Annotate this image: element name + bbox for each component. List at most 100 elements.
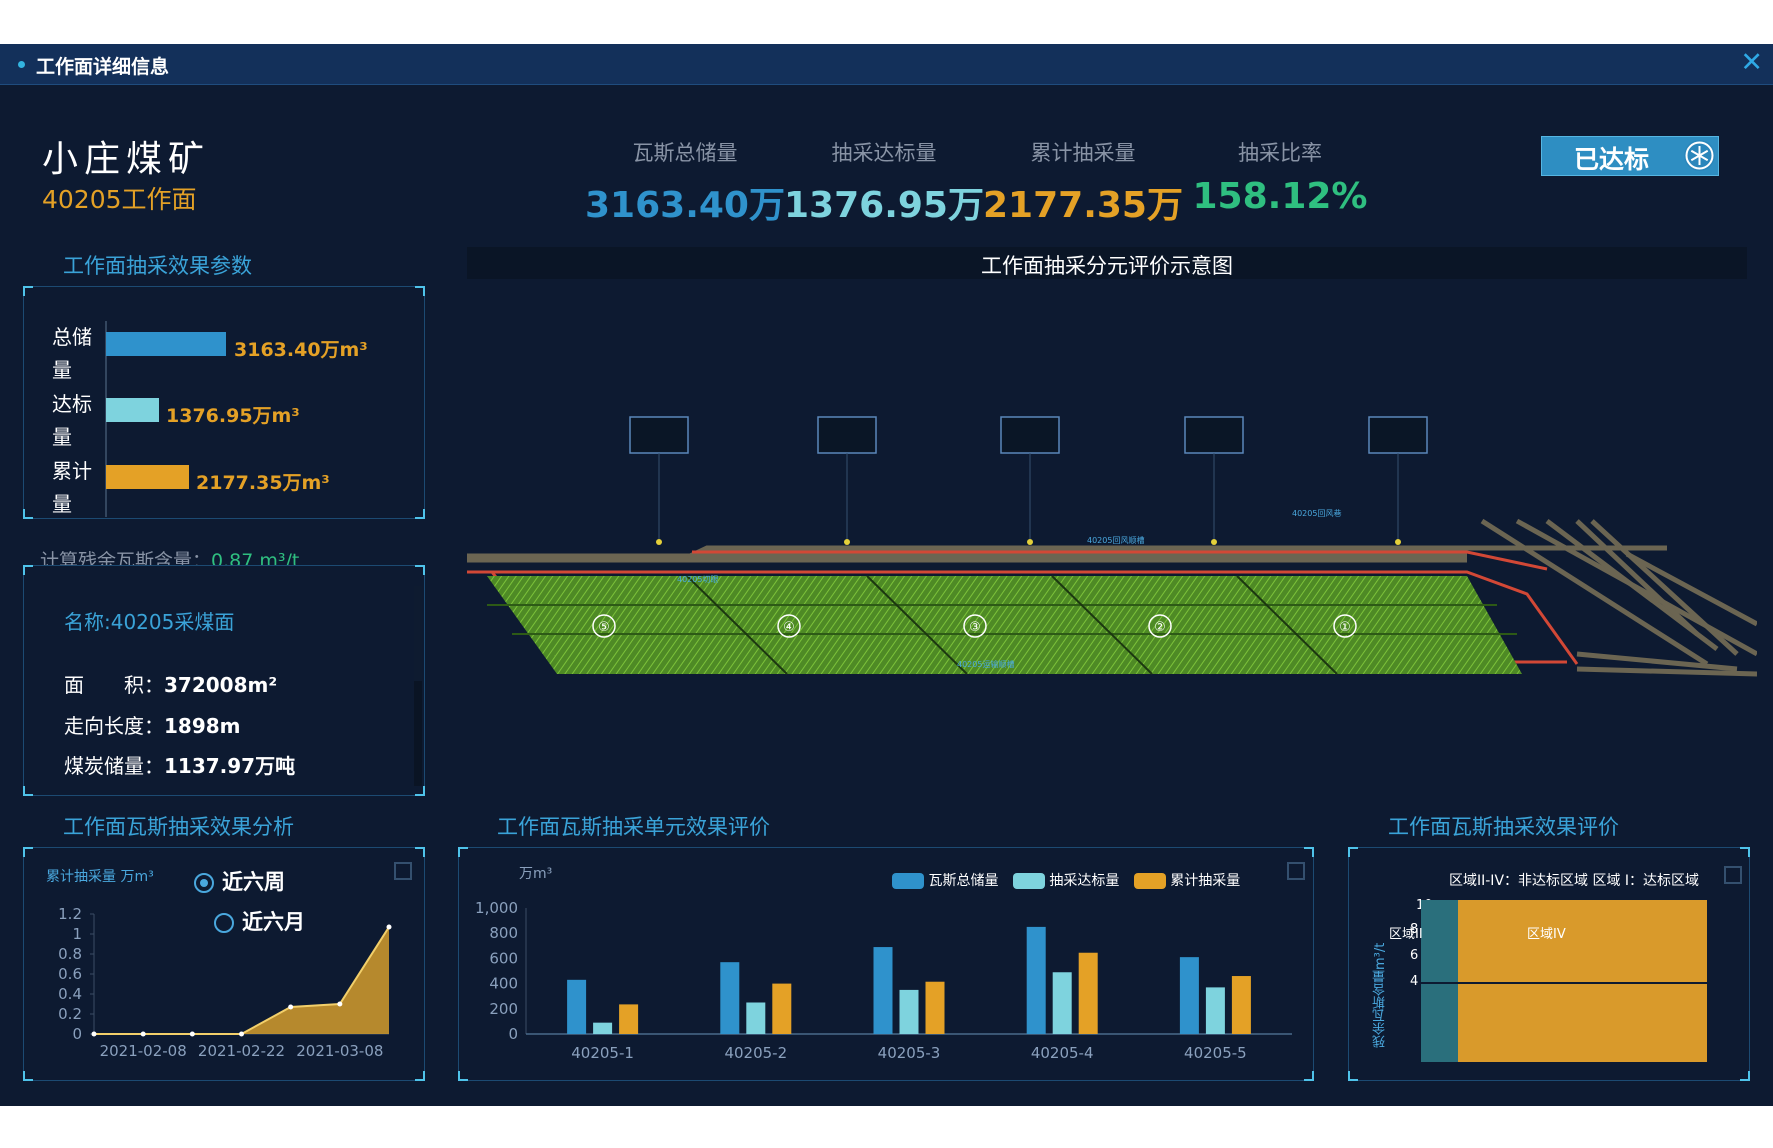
bar-xtick: 40205-5: [1184, 1044, 1247, 1062]
ytick-8: 8: [1410, 922, 1419, 937]
bar-rect: [1078, 952, 1098, 1034]
workface-diagram: ⑤ ④ ③ ② ① 40205运输顺槽 40205回风顺: [467, 416, 1757, 677]
bar-ytick: 800: [489, 924, 518, 942]
unit-eval-chart: 0 200 400 600 800 1,000 40205-1 40205-2 40205-3 4…: [475, 899, 1292, 1062]
unit-eval-expand-icon[interactable]: [1287, 862, 1305, 880]
legend-swatch-total: [892, 873, 924, 889]
analysis-panel-title: 工作面瓦斯抽采效果分析: [63, 815, 294, 839]
area-point: [386, 924, 392, 930]
bar-rect: [899, 989, 919, 1034]
bar-rect: [925, 981, 945, 1034]
info-name: 名称:40205采煤面: [64, 610, 235, 634]
info-scrollbar[interactable]: [414, 586, 422, 786]
legend-swatch-standard: [1012, 873, 1045, 889]
area-ytick: 0.2: [58, 1005, 82, 1023]
effect-eval-panel-title: 工作面瓦斯抽采效果评价: [1388, 815, 1619, 839]
close-icon[interactable]: ✕: [1740, 47, 1763, 78]
ytick-4: 4: [1410, 974, 1419, 989]
area-point: [337, 1001, 343, 1007]
area-ytick: 1.2: [58, 905, 82, 923]
area-point: [140, 1031, 146, 1037]
bar-label-standard: 达标量: [52, 392, 92, 449]
info-length-value: 1898m: [164, 714, 241, 738]
region-ii-label: 区域II: [1389, 927, 1423, 942]
bar-rect: [1205, 987, 1225, 1034]
legend-cumulative: 累计抽采量: [1170, 873, 1241, 889]
bar-ytick: 600: [489, 949, 518, 967]
area-xtick: 2021-02-08: [100, 1042, 187, 1060]
info-row-length: 走向长度：1898m: [64, 710, 241, 739]
window-titlebar: 工作面详细信息 ✕: [0, 44, 1773, 85]
radio-six-weeks-label: 近六周: [222, 870, 285, 894]
ytick-6: 6: [1410, 948, 1419, 963]
region-ii-area: [1421, 900, 1458, 1062]
info-panel: 名称:40205采煤面 面 积：372008m² 走向长度：1898m 煤炭储量…: [23, 565, 425, 796]
bar-ytick: 200: [489, 1000, 518, 1018]
radio-six-weeks[interactable]: 近六周: [194, 866, 285, 896]
info-coal-label: 煤炭储量：: [64, 754, 164, 778]
area-xtick: 2021-03-08: [296, 1042, 383, 1060]
analysis-ylabel: 累计抽采量 万m³: [46, 869, 154, 885]
analysis-chart: 0 0.2 0.4 0.6 0.8 1 1.2 2021-02-08 2021-02-22 202…: [58, 905, 392, 1060]
title-dot-icon: [18, 61, 25, 68]
detail-window: 工作面详细信息 ✕ 小庄煤矿 40205工作面 瓦斯总储量 3163.40万 抽…: [0, 44, 1773, 1106]
area-ytick: 0.4: [58, 985, 82, 1003]
info-row-area: 面 积：372008m²: [64, 669, 277, 698]
effect-eval-expand-icon[interactable]: [1724, 866, 1742, 884]
unit-eval-panel-title: 工作面瓦斯抽采单元效果评价: [497, 815, 770, 839]
area-point: [91, 1031, 97, 1037]
effect-eval-ylabel: 残余瓦斯含量m³/t: [1373, 942, 1388, 1048]
effect-eval-legend: 区域II-IV：非达标区域 区域 I：达标区域: [1449, 873, 1700, 889]
bar-xtick: 40205-4: [1031, 1044, 1094, 1062]
area-ytick: 1: [72, 925, 82, 943]
work-face-name: 40205工作面: [42, 185, 197, 214]
diagram-label-top: 40205回风顺槽: [1087, 535, 1144, 545]
diagram-title-bar: 工作面抽采分元评价示意图: [467, 247, 1747, 279]
bar-rect: [746, 1002, 766, 1034]
bar-value-total: 3163.40万m³: [234, 339, 368, 361]
legend-total: 瓦斯总储量: [928, 873, 999, 889]
bar-ytick: 400: [489, 975, 518, 993]
area-xtick: 2021-02-22: [198, 1042, 285, 1060]
unit-label-2: ②: [1154, 620, 1166, 635]
unit-eval-unit: 万m³: [519, 866, 553, 882]
info-area-value: 372008m²: [164, 673, 278, 697]
bar-rect: [1052, 972, 1072, 1034]
bar-label-cumulative: 累计量: [52, 459, 92, 516]
params-panel: 总储量 3163.40万m³ 达标量 1376.95万m³ 累计量 2177.3…: [23, 286, 425, 519]
effect-eval-panel: 区域II-IV：非达标区域 区域 I：达标区域 残余瓦斯含量m³/t 10 8 …: [1348, 847, 1750, 1081]
window-title: 工作面详细信息: [36, 56, 170, 78]
effect-eval-divider: [1421, 982, 1707, 984]
stat-value-standard: 1376.95万: [784, 185, 984, 226]
area-point: [239, 1031, 244, 1037]
region-iv-area: [1458, 900, 1707, 1062]
unit-label-5: ⑤: [598, 620, 610, 635]
area-point: [288, 1004, 294, 1010]
bar-xtick: 40205-1: [571, 1044, 634, 1062]
bar-rect: [619, 1004, 639, 1034]
radio-six-months[interactable]: 近六月: [214, 906, 305, 936]
stat-label-standard: 抽采达标量: [831, 141, 937, 165]
bar-ytick: 1,000: [475, 899, 518, 917]
radio-six-months-label: 近六月: [242, 910, 305, 934]
bar-cumulative: [106, 465, 189, 489]
bar-xtick: 40205-3: [878, 1044, 941, 1062]
info-length-label: 走向长度：: [64, 714, 164, 738]
bar-total: [106, 332, 226, 356]
params-panel-title: 工作面抽采效果参数: [63, 254, 252, 278]
bar-rect: [720, 962, 740, 1034]
bar-rect: [1179, 957, 1199, 1034]
bar-rect: [593, 1022, 613, 1034]
stat-value-ratio: 158.12%: [1192, 176, 1368, 217]
mine-name: 小庄煤矿: [42, 139, 211, 180]
bar-xtick: 40205-2: [724, 1044, 787, 1062]
expand-icon[interactable]: [394, 862, 412, 880]
bar-label-total: 总储量: [52, 325, 92, 382]
stat-label-ratio: 抽采比率: [1238, 141, 1322, 165]
area-ytick: 0: [72, 1025, 82, 1043]
bar-rect: [567, 979, 587, 1034]
unit-eval-legend: 瓦斯总储量 抽采达标量 累计抽采量: [892, 870, 1240, 890]
bar-rect: [1231, 976, 1251, 1034]
info-row-coal: 煤炭储量：1137.97万吨: [64, 750, 295, 779]
legend-swatch-cumulative: [1133, 873, 1166, 889]
